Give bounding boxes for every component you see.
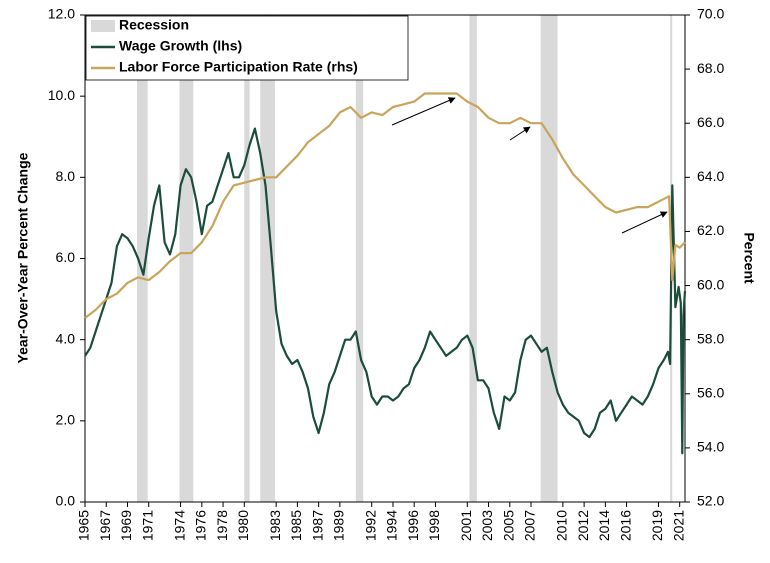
x-tick-label: 1983 (267, 510, 283, 541)
x-tick-label: 1971 (139, 510, 155, 541)
y2-tick-label: 64.0 (697, 168, 724, 184)
legend-label: Wage Growth (lhs) (119, 38, 242, 54)
plot-area (80, 14, 690, 507)
x-tick-label: 1996 (405, 510, 421, 541)
y-tick-label: 6.0 (56, 249, 76, 265)
legend-swatch (91, 20, 115, 32)
y-tick-label: 4.0 (56, 330, 76, 346)
x-tick-label: 1985 (288, 510, 304, 541)
annotation-arrow (391, 97, 456, 126)
x-tick-label: 1998 (426, 510, 442, 541)
x-tick-label: 1978 (214, 510, 230, 541)
x-tick-label: 1967 (97, 510, 113, 541)
y2-axis-title: Percent (741, 232, 757, 284)
legend-label: Labor Force Participation Rate (rhs) (119, 59, 358, 75)
x-tick-label: 1994 (384, 510, 400, 541)
x-tick-label: 1987 (309, 510, 325, 541)
x-tick-label: 2016 (617, 510, 633, 541)
x-tick-label: 2014 (596, 510, 612, 541)
x-tick-label: 2001 (458, 510, 474, 541)
x-tick-label: 2005 (500, 510, 516, 541)
y2-tick-label: 70.0 (697, 6, 724, 22)
x-tick-label: 2007 (522, 510, 538, 541)
y-tick-label: 12.0 (48, 6, 75, 22)
y-tick-label: 10.0 (48, 87, 75, 103)
y-tick-label: 0.0 (56, 493, 76, 509)
y-tick-label: 8.0 (56, 168, 76, 184)
recession-band (260, 15, 276, 502)
x-tick-label: 2010 (554, 510, 570, 541)
recession-band (137, 15, 148, 502)
annotation-arrow (621, 211, 668, 234)
recession-band (179, 15, 194, 502)
legend-box (85, 15, 409, 81)
x-tick-label: 2003 (479, 510, 495, 541)
x-tick-label: 2012 (575, 510, 591, 541)
x-tick-label: 1980 (235, 510, 251, 541)
x-tick-label: 1974 (171, 510, 187, 541)
x-tick-label: 2019 (649, 510, 665, 541)
x-tick-label: 1989 (331, 510, 347, 541)
x-tick-label: 1969 (118, 510, 134, 541)
y2-tick-label: 54.0 (697, 439, 724, 455)
y2-tick-label: 66.0 (697, 114, 724, 130)
annotation-arrow (509, 126, 531, 141)
recession-band (469, 15, 477, 502)
x-tick-label: 1976 (193, 510, 209, 541)
y-axis-title: Year-Over-Year Percent Change (15, 152, 31, 363)
x-tick-label: 2021 (670, 510, 686, 541)
y2-tick-label: 60.0 (697, 276, 724, 292)
legend-label: Recession (119, 17, 189, 33)
x-tick-label: 1965 (76, 510, 92, 541)
y2-tick-label: 68.0 (697, 60, 724, 76)
y2-tick-label: 58.0 (697, 330, 724, 346)
y-tick-label: 2.0 (56, 412, 76, 428)
recession-band (540, 15, 558, 502)
y2-tick-label: 56.0 (697, 384, 724, 400)
y2-tick-label: 52.0 (697, 493, 724, 509)
line-series (84, 127, 687, 455)
recession-band (355, 15, 364, 502)
y2-tick-label: 62.0 (697, 222, 724, 238)
recession-band (244, 15, 250, 502)
x-tick-label: 1992 (362, 510, 378, 541)
legend: Recession Wage Growth (lhs) Labor Force Pa… (85, 15, 409, 81)
line-series (84, 92, 686, 319)
